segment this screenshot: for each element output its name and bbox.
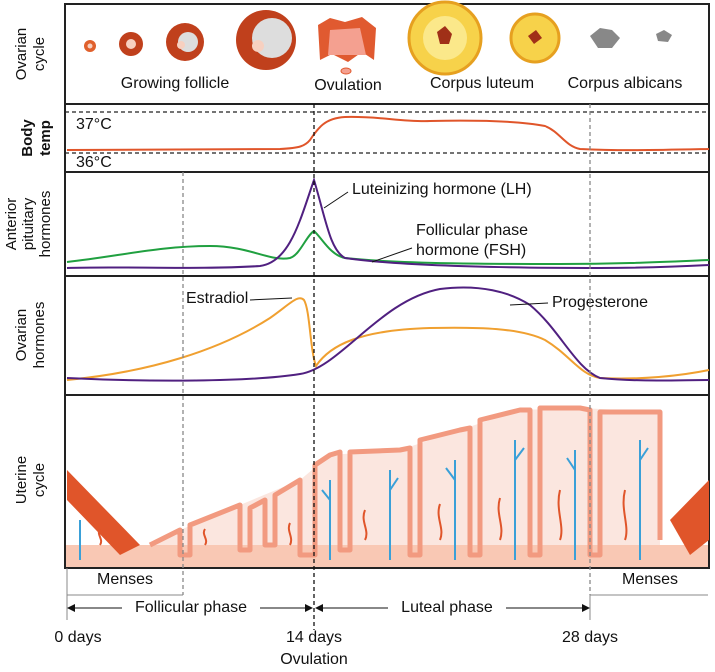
menses-label: Menses [97,571,153,588]
uterine-panel [66,405,709,567]
hormone-label: Luteinizing hormone (LH) [352,181,532,198]
row-label: Body [19,119,36,157]
ovulation-label: Ovulation [280,651,348,668]
leader-line [509,302,549,306]
leader-line [323,191,349,209]
stage-label: Growing follicle [121,75,230,92]
fsh-curve [66,229,710,266]
endometrium [150,408,660,545]
row-labels: Ovarian cycle Body temp Anterior pituita… [3,28,54,504]
row-label: temp [37,120,54,156]
row-label: Anterior [3,198,20,251]
row-label: cycle [31,463,48,497]
stage-label: Corpus luteum [430,75,534,92]
menses-tissue [670,480,709,555]
ovarian-illustrations: Growing follicle Ovulation Corpus luteum… [84,0,683,94]
stage-label: Corpus albicans [568,75,683,92]
row-label: cycle [31,37,48,71]
body-temp-panel: 37°C 36°C [65,111,710,171]
menses-label: Menses [622,571,678,588]
corpus-luteum [528,30,542,44]
menses-tissue [67,470,140,555]
follicle [87,43,93,49]
day-label: 28 days [562,629,618,646]
progesterone-curve [66,286,710,382]
spiral-artery [97,489,628,546]
leader-line [371,247,413,263]
leader-line [249,297,293,301]
corpus-luteum [437,26,452,44]
follicle [126,39,136,49]
gland [79,440,649,560]
hormone-label: Follicular phase [416,222,528,239]
ovum [340,67,352,75]
follicle [252,40,264,52]
row-label: hormones [31,302,48,369]
temp-label: 36°C [76,154,112,171]
follicle [177,41,185,49]
temp-curve [66,115,710,152]
row-label: hormones [37,191,54,258]
corpus-albicans [590,28,620,48]
label-bg [388,598,506,618]
footer: Menses Menses Follicular phase Luteal ph… [54,568,708,668]
outer-frame [64,3,710,569]
hormone-label: Progesterone [552,294,648,311]
corpus-albicans [656,30,672,42]
row-label: Ovarian [13,309,30,362]
hormone-label: hormone (FSH) [416,242,526,259]
ovulation-follicle [328,28,366,55]
temp-label: 37°C [76,116,112,133]
phase-label: Follicular phase [135,599,247,616]
estradiol-curve [66,297,710,381]
hormone-label: Estradiol [186,290,248,307]
uterine-base [66,545,708,567]
endometrium-outline [148,405,663,558]
day-label: 14 days [286,629,342,646]
phase-label: Luteal phase [401,599,493,616]
ovarian-hormones-panel: Estradiol Progesterone [66,286,710,382]
day-label: 0 days [54,629,101,646]
label-bg [122,598,260,618]
row-label: Ovarian [13,28,30,81]
row-label: pituitary [20,197,37,250]
lh-curve [66,176,710,270]
row-label: Uterine [13,456,30,504]
panels [64,3,710,569]
pituitary-panel: Luteinizing hormone (LH) Follicular phas… [66,176,710,270]
stage-label: Ovulation [314,77,382,94]
